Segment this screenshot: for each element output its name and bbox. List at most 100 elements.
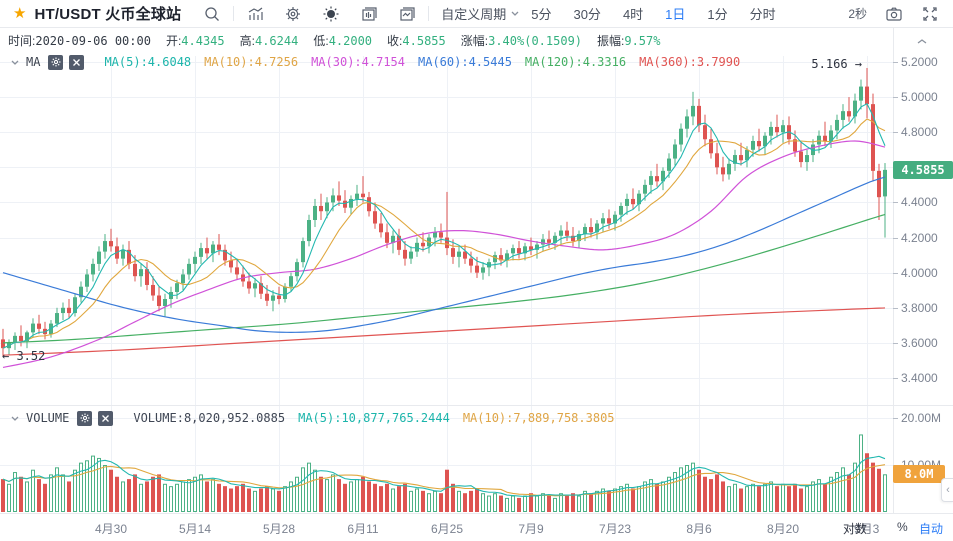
time-label: 时间: <box>8 33 36 48</box>
axis-tick-label: 4.2000 <box>901 231 938 245</box>
divider <box>233 6 235 21</box>
time-tick-label: 6月11 <box>347 522 379 536</box>
log-scale-toggle[interactable]: 对数 <box>843 522 868 536</box>
volume-indicator-title: VOLUME <box>26 411 70 425</box>
axis-tick-mark <box>893 273 898 274</box>
refresh-countdown: 2秒 <box>848 7 867 21</box>
toolbar: ★ HT/USDT 火币全球站 自定义周期 5分 30分 4时 1日 1 <box>0 0 953 28</box>
axis-tick-label: 3.4000 <box>901 371 938 385</box>
custom-period-menu[interactable]: 自定义周期 <box>441 4 520 23</box>
ma-item: MA(30):4.7154 <box>311 55 405 69</box>
current-price-badge: 4.5855 <box>893 161 953 179</box>
axis-tick-label: 5.2000 <box>901 55 938 69</box>
time-tick-label: 8月6 <box>686 522 712 536</box>
period-tab-4时[interactable]: 4时 <box>622 7 644 22</box>
camera-icon[interactable] <box>881 3 907 25</box>
amplitude-label: 振幅: <box>597 33 625 48</box>
axis-tick-label: 3.6000 <box>901 336 938 350</box>
ma-settings-button[interactable] <box>48 54 64 70</box>
volume-indicator-bar: VOLUME VOLUME:8,020,952.0885 MA(5):10,87… <box>0 409 628 427</box>
overlapped-date-tick: 9月3 <box>854 522 880 536</box>
time-tick-label: 4月30 <box>94 522 128 536</box>
axis-tick-mark <box>893 202 898 203</box>
time-value: 2020-09-06 00:00 <box>35 33 151 48</box>
time-tick-label: 7月9 <box>518 522 544 536</box>
axis-collapse-handle[interactable]: ‹ <box>941 478 953 502</box>
axis-tick-mark <box>893 418 898 419</box>
high-label: 高: <box>239 33 255 48</box>
axis-tick-label: 3.8000 <box>901 301 938 315</box>
chevron-down-icon[interactable] <box>10 415 20 422</box>
time-axis: 9月3 对数 % 自动 4月30 5月14 5月28 6月11 6月25 7月9 7月23 8… <box>0 514 953 541</box>
open-value: 4.4345 <box>181 33 225 48</box>
period-tabs: 5分 30分 4时 1日 1分 分时 <box>520 4 786 23</box>
ma-item: MA(5):4.6048 <box>104 55 192 69</box>
chevron-down-icon[interactable] <box>10 59 20 66</box>
axis-tick-label: 4.4000 <box>901 195 938 209</box>
change-value: 3.40%(0.1509) <box>488 33 583 48</box>
favorite-star-icon[interactable]: ★ <box>13 5 27 22</box>
fullscreen-icon[interactable] <box>917 3 943 25</box>
indicator-chart-icon[interactable] <box>242 3 268 25</box>
ohlc-info-bar: 时间:2020-09-06 00:00 开:4.4345 高:4.6244 低:… <box>0 31 675 49</box>
divider <box>428 6 430 21</box>
volume-ma-values: MA(5):10,877,765.2444 MA(10):7,889,758.38… <box>298 411 627 425</box>
search-icon[interactable] <box>199 3 225 25</box>
amplitude-value: 9.57% <box>624 33 661 48</box>
chart-style-icon[interactable] <box>394 3 420 25</box>
close-value: 4.5855 <box>402 33 446 48</box>
pair-title: HT/USDT 火币全球站 <box>34 6 182 23</box>
current-volume-badge: 8.0M <box>893 465 945 483</box>
axis-tick-label: 4.0000 <box>901 266 938 280</box>
volume-settings-button[interactable] <box>77 410 93 426</box>
ma-item: MA(120):4.3316 <box>524 55 627 69</box>
low-value: 4.2000 <box>328 33 373 48</box>
candlestick-chart-canvas[interactable] <box>0 56 893 513</box>
period-tab-30分[interactable]: 30分 <box>573 7 601 22</box>
period-tab-分时[interactable]: 分时 <box>749 7 776 22</box>
axis-tick-label: 5.0000 <box>901 90 938 104</box>
axis-tick-mark <box>893 378 898 379</box>
axis-tick-mark <box>893 343 898 344</box>
axis-tick-mark <box>893 308 898 309</box>
ma-values: MA(5):4.6048 MA(10):4.7256 MA(30):4.7154 MA… <box>104 55 753 69</box>
settings-gear-icon[interactable] <box>280 3 306 25</box>
toolbar-right: 2秒 <box>848 3 943 25</box>
time-tick-label: 5月14 <box>178 522 212 536</box>
open-label: 开: <box>165 33 182 48</box>
period-tab-5分[interactable]: 5分 <box>531 7 552 22</box>
ma-item: MA(10):7,889,758.3805 <box>462 411 615 425</box>
ma-item: MA(10):4.7256 <box>204 55 299 69</box>
volume-close-button[interactable] <box>98 410 114 426</box>
period-tab-1分[interactable]: 1分 <box>707 7 728 22</box>
period-tab-1日[interactable]: 1日 <box>665 7 686 22</box>
axis-tick-label: 20.00M <box>901 411 942 425</box>
close-label: 收: <box>387 33 403 48</box>
high-price-annotation: 5.166 → <box>811 57 862 71</box>
ma-indicator-title: MA <box>26 55 41 69</box>
axis-tick-mark <box>893 132 898 133</box>
ma-close-button[interactable] <box>69 54 85 70</box>
axis-tick-mark <box>893 62 898 63</box>
low-label: 低: <box>313 33 329 48</box>
change-label: 涨幅: <box>460 33 489 48</box>
panel-layout-icon[interactable] <box>356 3 382 25</box>
ma-item: MA(60):4.5445 <box>418 55 512 69</box>
auto-scale-toggle[interactable]: 自动 <box>919 522 944 536</box>
theme-sun-icon[interactable] <box>318 3 344 25</box>
time-tick-label: 6月25 <box>430 522 464 536</box>
pane-separator[interactable] <box>0 405 953 406</box>
time-tick-label: 7月23 <box>598 522 632 536</box>
volume-value-item: VOLUME:8,020,952.0885 <box>133 411 286 425</box>
low-price-annotation: ← 3.52 <box>2 349 46 363</box>
chevron-up-icon[interactable] <box>916 32 928 50</box>
axis-tick-label: 4.8000 <box>901 125 938 139</box>
ma-indicator-bar: MA MA(5):4.6048 MA(10):4.7256 MA(30):4.715… <box>0 53 753 71</box>
axis-tick-mark <box>893 97 898 98</box>
axis-tick-mark <box>893 238 898 239</box>
price-axis-border <box>893 28 894 514</box>
percent-scale-toggle[interactable]: % <box>897 520 908 534</box>
ma-item: MA(360):3.7990 <box>639 55 741 69</box>
high-value: 4.6244 <box>254 33 299 48</box>
